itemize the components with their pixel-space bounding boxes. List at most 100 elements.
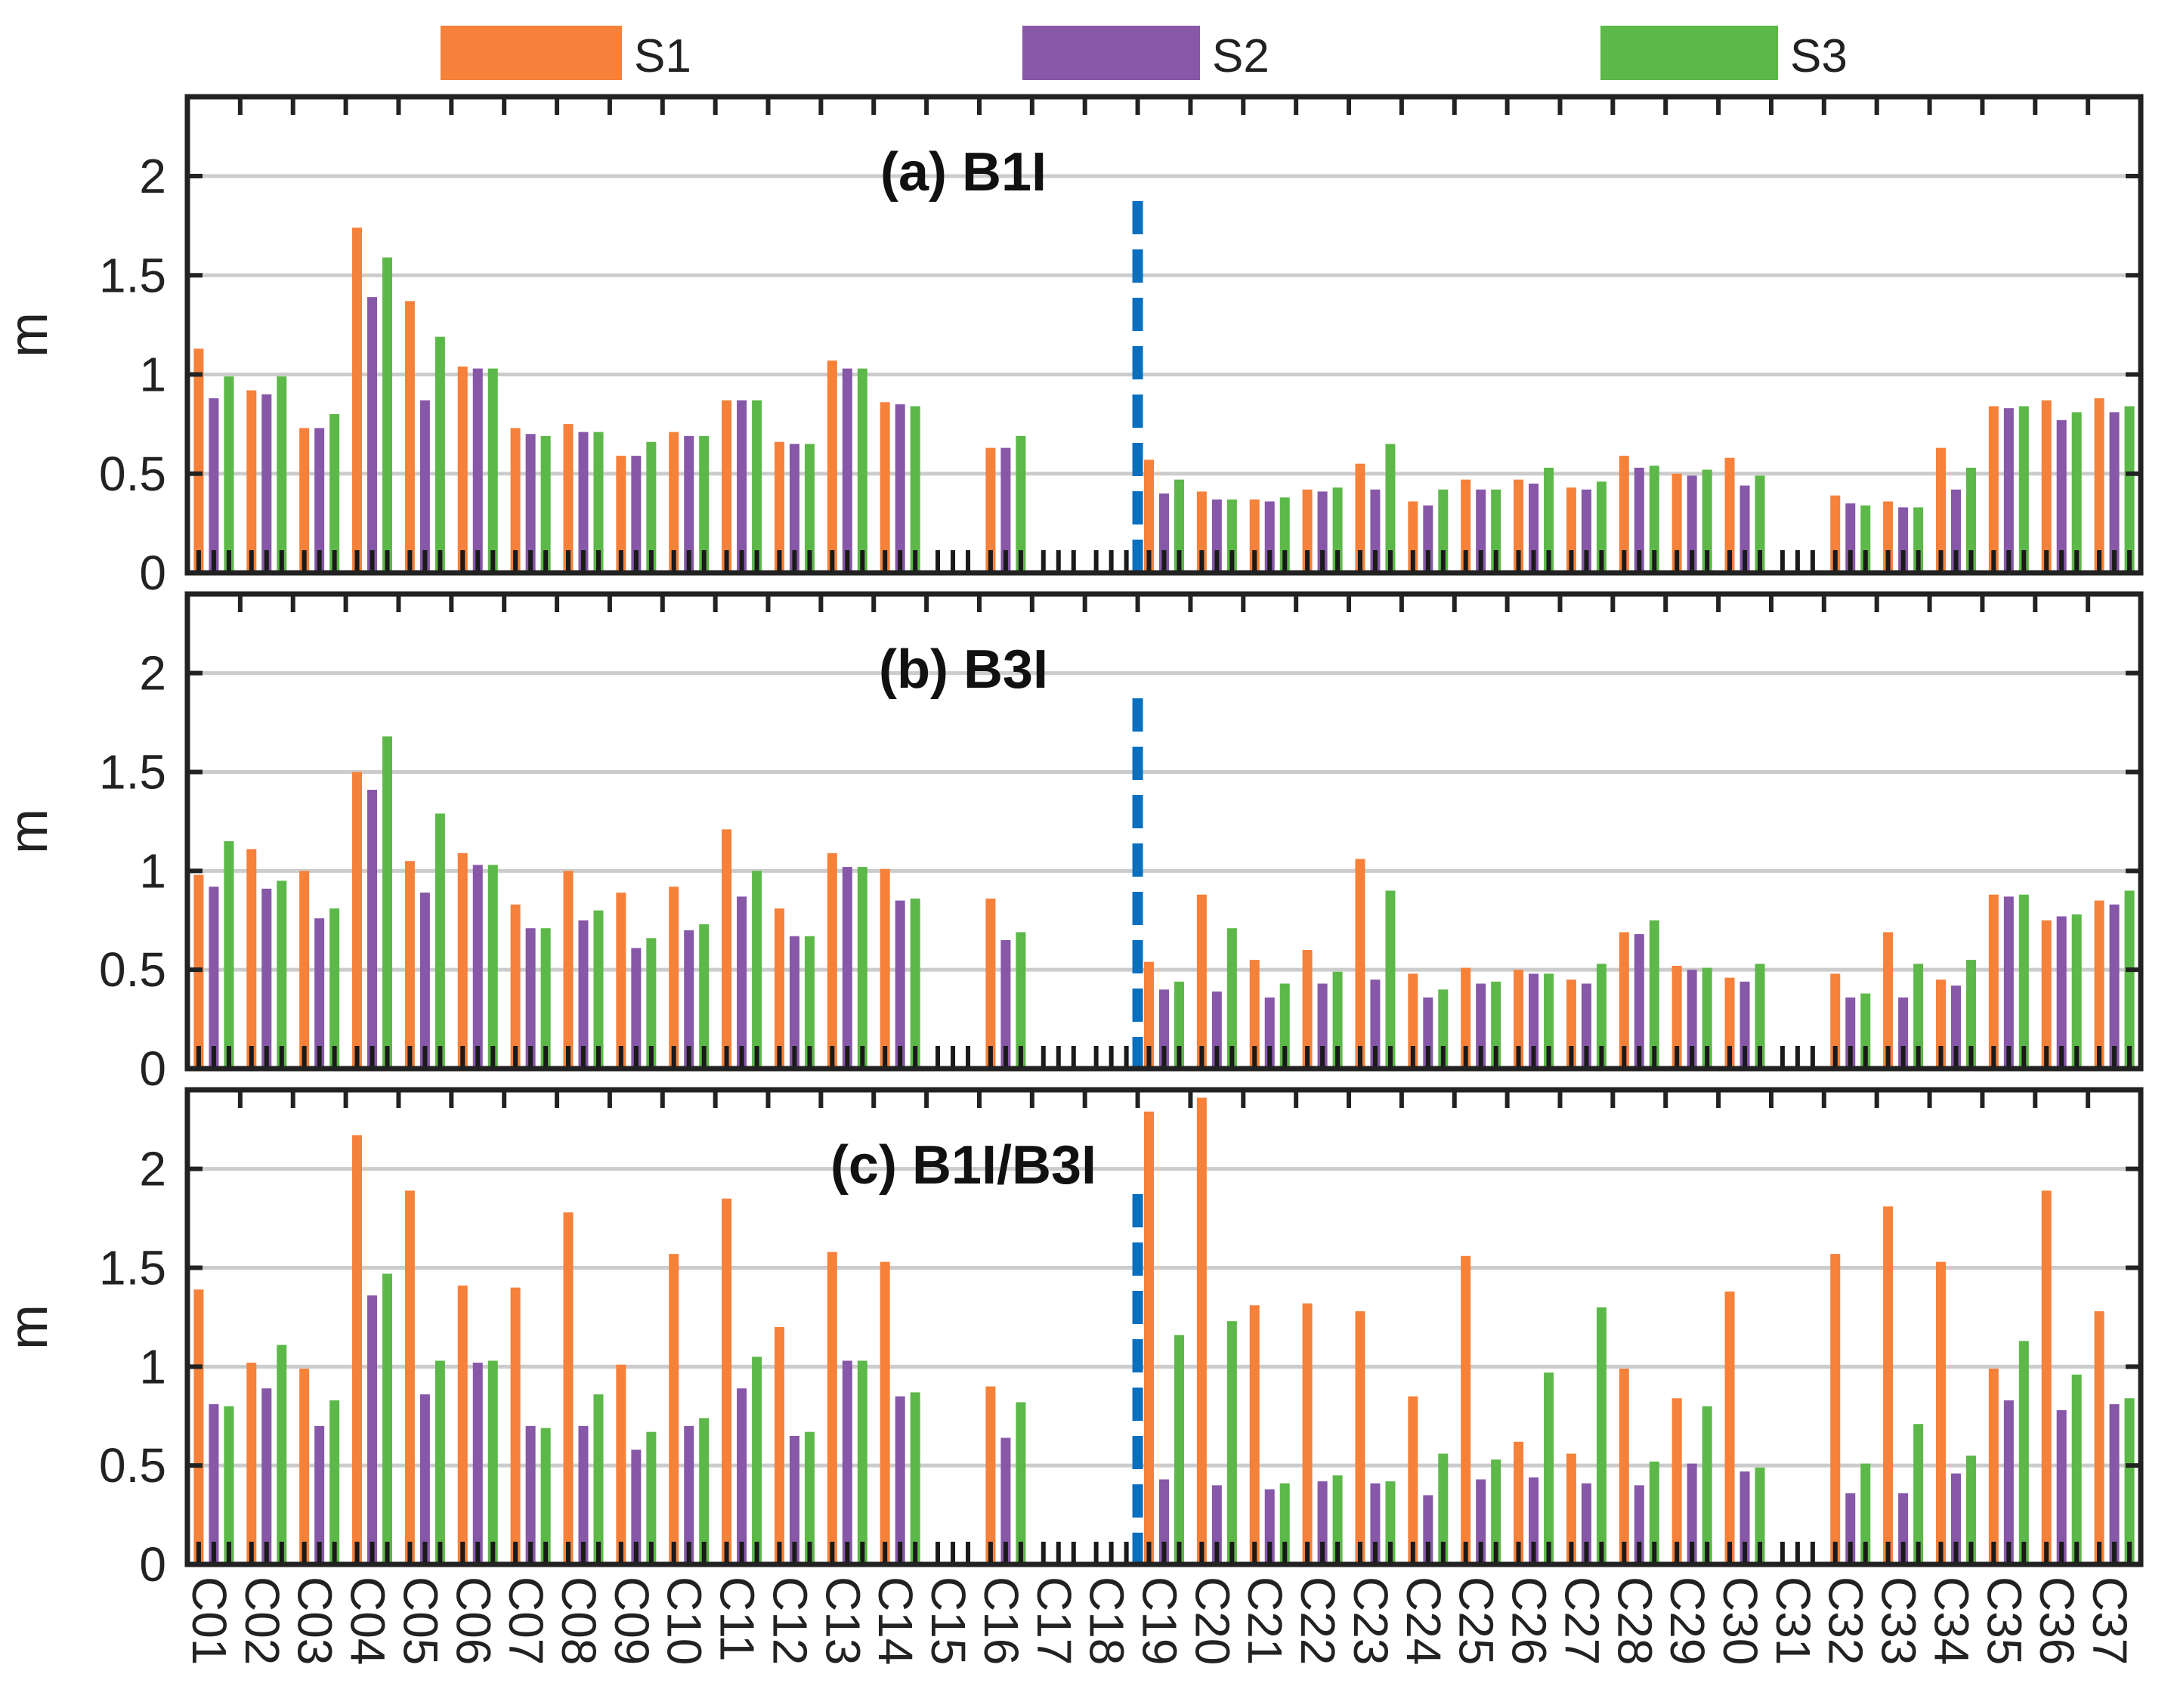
bar-base-tick bbox=[686, 1542, 691, 1564]
bar-base-tick bbox=[595, 550, 601, 573]
bar-base-tick bbox=[249, 1542, 254, 1564]
bar-base-tick bbox=[1743, 1542, 1748, 1564]
bar-s3-c25 bbox=[1491, 981, 1501, 1069]
bar-base-tick bbox=[1584, 550, 1589, 573]
bar-s1-c14 bbox=[880, 1261, 890, 1564]
bar-s2-c33 bbox=[1898, 507, 1909, 573]
x-tick-label-c16: C16 bbox=[974, 1576, 1028, 1665]
legend-swatch-s2 bbox=[1022, 26, 1200, 80]
bar-s3-c30 bbox=[1755, 964, 1765, 1069]
bar-base-tick bbox=[777, 550, 782, 573]
bar-s3-c08 bbox=[593, 1394, 604, 1564]
bar-s2-c27 bbox=[1581, 983, 1591, 1069]
bar-base-tick bbox=[264, 1542, 269, 1564]
bar-s3-c09 bbox=[646, 441, 657, 573]
x-tick-label-c31: C31 bbox=[1766, 1576, 1820, 1665]
bar-s2-c01 bbox=[209, 398, 219, 573]
bar-base-tick bbox=[1463, 1046, 1468, 1069]
bar-s3-c02 bbox=[277, 376, 287, 573]
bar-base-tick bbox=[528, 1046, 533, 1069]
bar-base-tick bbox=[1146, 1046, 1152, 1069]
bar-base-tick bbox=[754, 550, 759, 573]
y-tick-label: 0.5 bbox=[99, 942, 166, 997]
bar-base-tick bbox=[1229, 550, 1235, 573]
bar-base-tick bbox=[407, 1542, 413, 1564]
bar-s3-c21 bbox=[1279, 1483, 1290, 1564]
bar-s3-c22 bbox=[1332, 487, 1343, 573]
x-tick-label-c08: C08 bbox=[552, 1576, 606, 1665]
bar-base-tick bbox=[438, 1542, 443, 1564]
x-tick-label-c32: C32 bbox=[1819, 1576, 1873, 1665]
bar-base-tick bbox=[1425, 1046, 1430, 1069]
bar-s2-c19 bbox=[1159, 494, 1169, 573]
bar-base-tick bbox=[543, 550, 549, 573]
bar-s3-c01 bbox=[224, 376, 234, 573]
bar-base-tick bbox=[754, 1046, 759, 1069]
bar-base-tick bbox=[528, 1542, 533, 1564]
bar-base-tick bbox=[528, 550, 533, 573]
bar-s2-c08 bbox=[578, 920, 589, 1069]
bar-base-tick bbox=[1177, 550, 1182, 573]
bar-s1-c10 bbox=[669, 432, 679, 573]
bar-base-tick bbox=[1599, 1046, 1604, 1069]
bar-base-tick bbox=[1146, 1542, 1152, 1564]
bar-s1-c08 bbox=[563, 424, 574, 573]
bar-base-tick bbox=[1637, 1542, 1642, 1564]
bar-s1-c04 bbox=[352, 1135, 363, 1564]
bar-s2-c37 bbox=[2109, 412, 2120, 573]
bar-base-tick bbox=[913, 550, 918, 573]
bar-base-tick bbox=[966, 550, 971, 573]
bar-s1-c35 bbox=[1988, 1368, 1999, 1564]
bar-s1-c25 bbox=[1461, 479, 1471, 573]
bar-base-tick bbox=[1305, 1542, 1310, 1564]
bar-base-tick bbox=[1387, 1542, 1393, 1564]
bar-base-tick bbox=[1372, 550, 1378, 573]
bar-base-tick bbox=[1252, 550, 1257, 573]
x-tick-label-c06: C06 bbox=[446, 1576, 500, 1665]
bar-s3-c03 bbox=[329, 414, 340, 573]
bar-s3-c02 bbox=[277, 880, 287, 1069]
bar-s1-c24 bbox=[1408, 501, 1418, 573]
bar-s2-c02 bbox=[261, 888, 272, 1069]
bar-s1-c32 bbox=[1830, 973, 1841, 1069]
bar-base-tick bbox=[422, 1046, 428, 1069]
bar-s3-c16 bbox=[1016, 1402, 1026, 1564]
bar-s1-c08 bbox=[563, 871, 574, 1069]
bar-base-tick bbox=[1569, 550, 1574, 573]
bar-s3-c16 bbox=[1016, 932, 1026, 1069]
bar-s2-c20 bbox=[1211, 1485, 1222, 1564]
bar-base-tick bbox=[565, 1542, 571, 1564]
bar-s2-c05 bbox=[419, 400, 430, 573]
bar-s3-c06 bbox=[487, 865, 498, 1069]
bar-s1-c12 bbox=[774, 1327, 784, 1564]
bar-base-tick bbox=[845, 1046, 850, 1069]
bar-s3-c25 bbox=[1491, 1459, 1501, 1564]
y-tick-label: 1 bbox=[139, 348, 166, 402]
bar-s2-c24 bbox=[1423, 1495, 1433, 1564]
bar-s2-c12 bbox=[789, 444, 799, 573]
bar-base-tick bbox=[1440, 1542, 1446, 1564]
bar-s1-c20 bbox=[1196, 894, 1207, 1069]
bar-base-tick bbox=[1531, 1046, 1536, 1069]
bar-base-tick bbox=[792, 1542, 797, 1564]
bar-s3-c12 bbox=[804, 1431, 815, 1564]
bar-s3-c04 bbox=[382, 1273, 393, 1564]
bar-s3-c30 bbox=[1755, 475, 1765, 573]
bar-s1-c23 bbox=[1355, 859, 1365, 1069]
x-tick-label-c04: C04 bbox=[341, 1576, 395, 1665]
bar-base-tick bbox=[1146, 550, 1152, 573]
bar-base-tick bbox=[1478, 1046, 1483, 1069]
bar-base-tick bbox=[490, 550, 496, 573]
bar-s1-c34 bbox=[1935, 1261, 1946, 1564]
bar-s2-c05 bbox=[419, 893, 430, 1069]
bar-base-tick bbox=[724, 1542, 729, 1564]
bar-s3-c04 bbox=[382, 736, 393, 1069]
bar-base-tick bbox=[1938, 1046, 1944, 1069]
bar-base-tick bbox=[2059, 550, 2064, 573]
bar-base-tick bbox=[792, 550, 797, 573]
bar-base-tick bbox=[1727, 1542, 1733, 1564]
bar-base-tick bbox=[565, 550, 571, 573]
x-tick-label-c11: C11 bbox=[710, 1576, 765, 1662]
bar-s1-c10 bbox=[669, 1254, 679, 1564]
bar-s1-c20 bbox=[1196, 491, 1207, 573]
